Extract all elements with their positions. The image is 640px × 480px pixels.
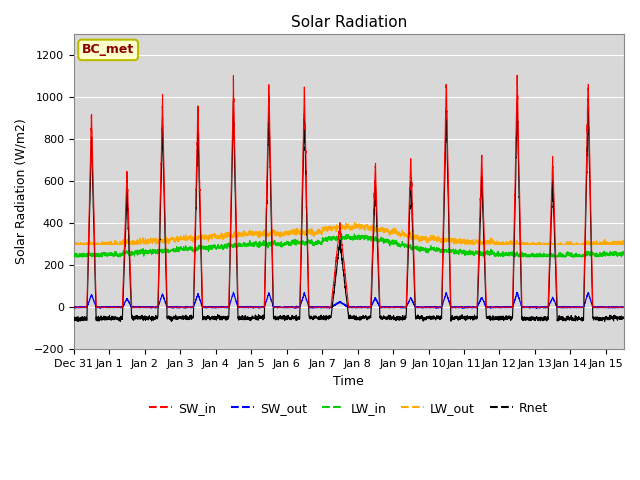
LW_in — [351, 231, 358, 237]
LW_in — [620, 252, 627, 258]
LW_out — [169, 236, 177, 241]
Legend: SW_in, SW_out, LW_in, LW_out, Rnet: SW_in, SW_out, LW_in, LW_out, Rnet — [145, 396, 553, 420]
LW_in — [328, 236, 336, 242]
LW_out — [70, 241, 77, 247]
SW_out — [169, 305, 177, 311]
Rnet — [70, 318, 77, 324]
SW_out — [472, 304, 480, 310]
SW_out — [620, 304, 627, 310]
Line: SW_out: SW_out — [74, 292, 623, 308]
SW_in — [619, 304, 627, 310]
Rnet — [328, 302, 336, 308]
LW_out — [442, 238, 449, 244]
LW_out — [328, 228, 336, 234]
SW_out — [70, 304, 77, 310]
SW_in — [472, 304, 479, 310]
SW_out — [328, 304, 336, 310]
LW_in — [70, 254, 78, 260]
Rnet — [169, 314, 177, 320]
Line: LW_in: LW_in — [74, 234, 623, 257]
SW_in — [328, 294, 336, 300]
SW_in — [513, 72, 521, 78]
LW_out — [351, 219, 358, 225]
SW_out — [620, 305, 627, 311]
Text: BC_met: BC_met — [82, 43, 134, 57]
LW_out — [472, 240, 480, 245]
SW_in — [70, 304, 77, 310]
LW_out — [503, 241, 511, 247]
LW_out — [620, 241, 627, 247]
LW_in — [70, 254, 77, 260]
SW_in — [442, 122, 449, 128]
Rnet — [620, 314, 627, 320]
X-axis label: Time: Time — [333, 374, 364, 387]
LW_in — [504, 251, 511, 257]
SW_out — [442, 292, 449, 298]
LW_in — [442, 247, 449, 252]
SW_out — [532, 305, 540, 311]
SW_out — [230, 289, 237, 295]
Rnet — [442, 140, 449, 145]
Line: LW_out: LW_out — [74, 222, 623, 244]
LW_in — [620, 251, 627, 257]
LW_in — [472, 248, 480, 254]
SW_in — [503, 304, 511, 310]
Y-axis label: Solar Radiation (W/m2): Solar Radiation (W/m2) — [15, 119, 28, 264]
Rnet — [620, 315, 627, 321]
SW_out — [503, 304, 511, 310]
LW_in — [169, 246, 177, 252]
SW_in — [169, 304, 177, 310]
Title: Solar Radiation: Solar Radiation — [291, 15, 407, 30]
Rnet — [74, 319, 82, 324]
SW_in — [620, 304, 627, 310]
Rnet — [230, 98, 237, 104]
Line: Rnet: Rnet — [74, 101, 623, 322]
Rnet — [504, 314, 511, 320]
Line: SW_in: SW_in — [74, 75, 623, 307]
Rnet — [472, 316, 480, 322]
LW_out — [619, 238, 627, 243]
